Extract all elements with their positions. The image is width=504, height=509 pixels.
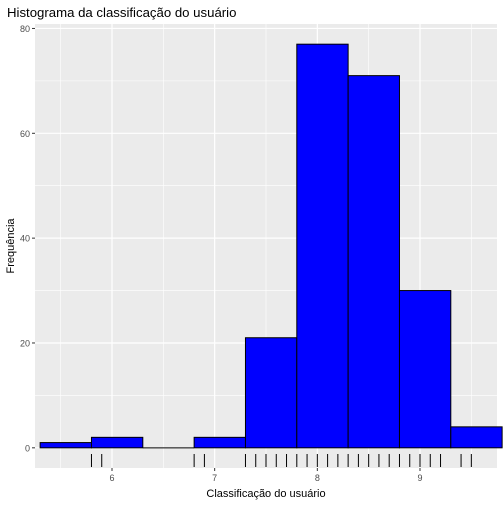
y-axis-label: Frequência: [5, 218, 17, 274]
chart-title: Histograma da classificação do usuário: [7, 5, 236, 20]
y-tick-label: 20: [20, 338, 30, 348]
y-tick-label: 0: [25, 443, 30, 453]
histogram-bar: [347, 75, 400, 449]
bars-layer: [39, 43, 503, 449]
x-tick-label: 7: [212, 473, 217, 483]
y-tick-label: 80: [20, 24, 30, 34]
histogram-bar: [39, 442, 92, 449]
axis-layer: 0 20 40 60 80 6 7 8 9: [20, 24, 423, 483]
histogram-bar: [90, 436, 144, 449]
y-tick-label: 60: [20, 129, 30, 139]
x-tick-label: 8: [315, 473, 320, 483]
x-axis-label: Classificação do usuário: [206, 488, 325, 500]
histogram-bar: [296, 43, 349, 449]
x-tick-label: 9: [417, 473, 422, 483]
x-tick-label: 6: [109, 473, 114, 483]
histogram-bar: [193, 436, 246, 449]
histogram-bar: [244, 337, 298, 449]
histogram-bar: [398, 290, 452, 449]
rug-layer: [90, 454, 472, 467]
y-tick-label: 40: [20, 234, 30, 244]
histogram-bar: [450, 426, 503, 449]
